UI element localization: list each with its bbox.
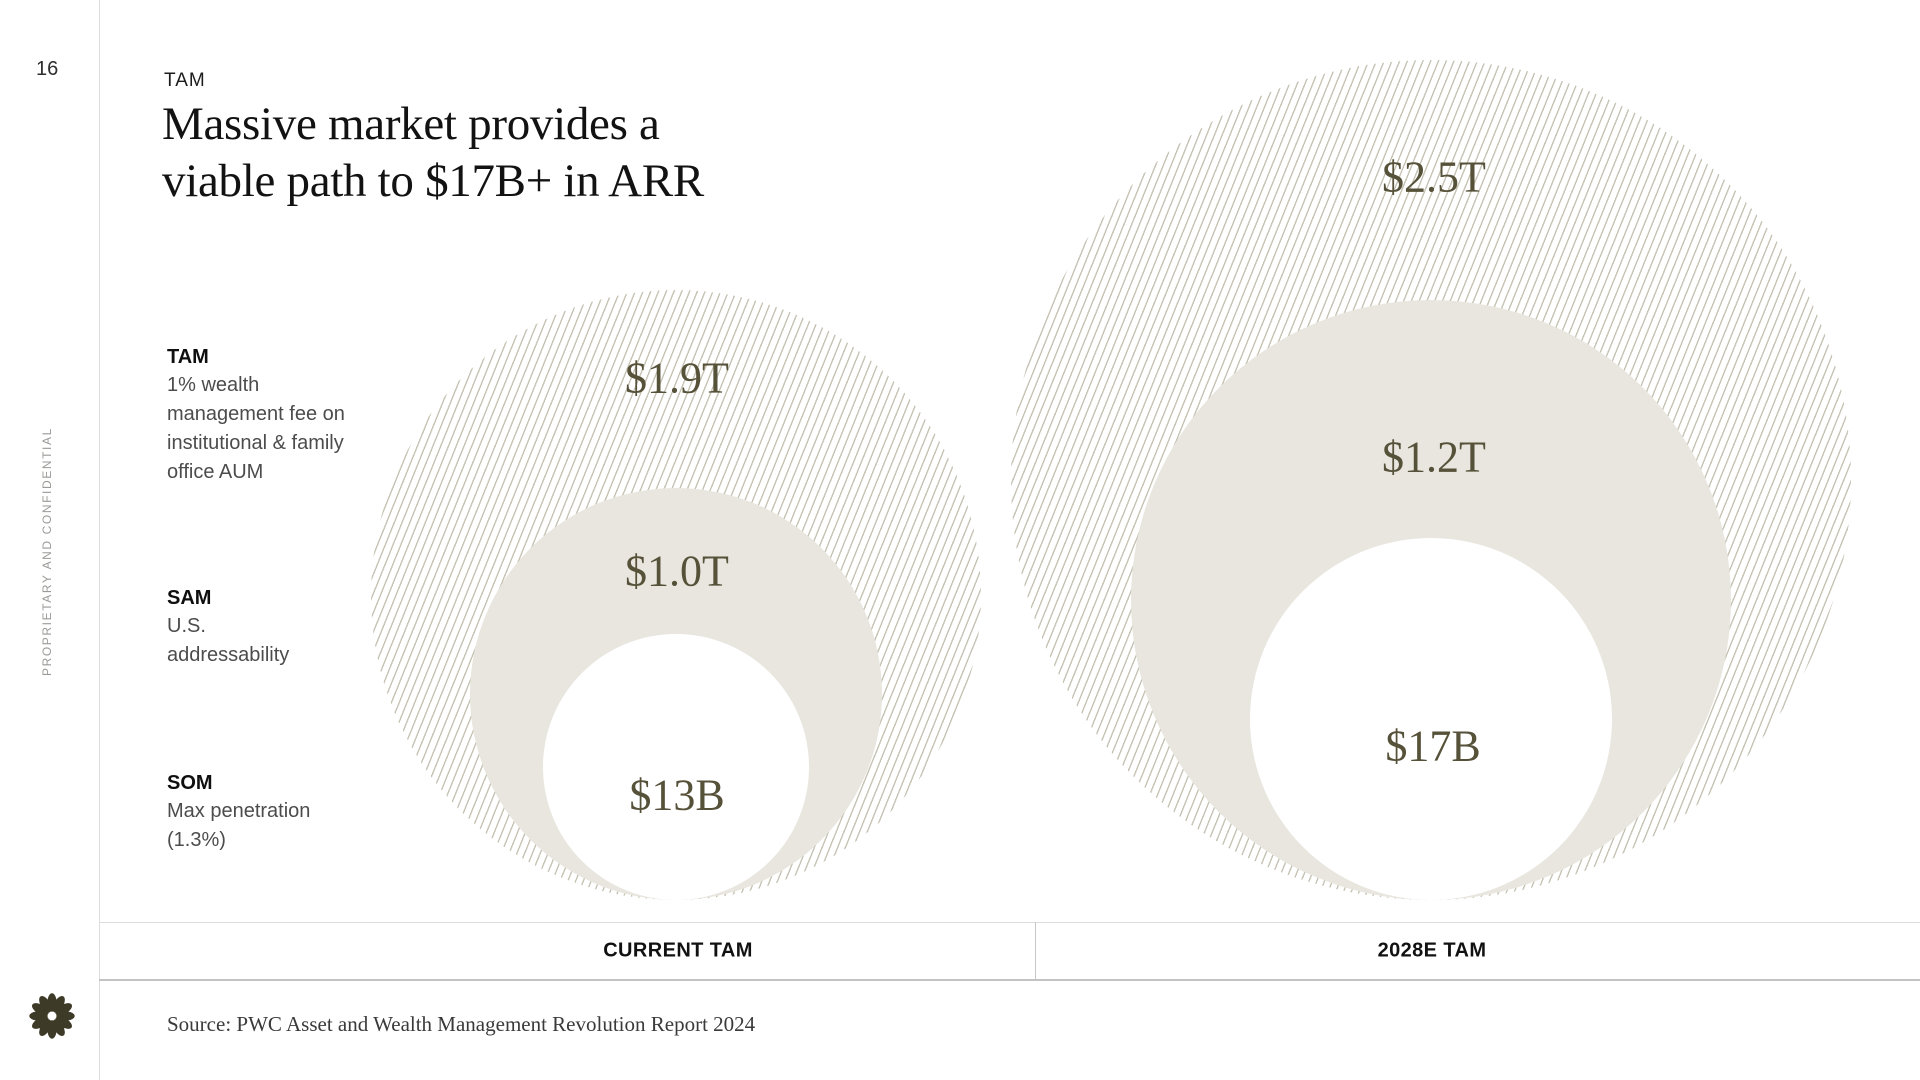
legend-som-desc-line: Max penetration — [167, 800, 311, 822]
flower-logo-icon — [29, 993, 75, 1039]
legend-tam-desc-line: management fee on — [167, 403, 345, 425]
2028-tam-outer-circle — [1011, 60, 1851, 900]
legend-sam: SAM U.S. addressability — [167, 585, 397, 670]
current-som-value: $13B — [629, 770, 725, 820]
legend-som: SOM Max penetration (1.3%) — [167, 770, 397, 855]
legend-tam: TAM 1% wealth management fee on institut… — [167, 344, 397, 487]
legend-sam-desc-line: addressability — [167, 644, 290, 666]
left-vertical-rule — [99, 0, 100, 1080]
current-som-inner-circle — [543, 634, 809, 900]
2028-sam-value: $1.2T — [1382, 432, 1486, 482]
legend-som-label: SOM — [167, 772, 213, 794]
2028-som-inner-circle — [1250, 538, 1612, 900]
confidential-sidebar-text: PROPRIETARY AND CONFIDENTIAL — [40, 427, 54, 676]
legend-som-desc-line: (1.3%) — [167, 829, 226, 851]
slide-title-line1: Massive market provides a — [162, 98, 660, 150]
2028-som-value: $17B — [1385, 721, 1481, 771]
eyebrow-label: TAM — [164, 70, 206, 91]
band-bottom-border — [99, 979, 1920, 981]
column-label-current-tam: CURRENT TAM — [603, 939, 753, 962]
legend-tam-desc-line: office AUM — [167, 461, 264, 483]
source-citation: Source: PWC Asset and Wealth Management … — [167, 1012, 756, 1036]
column-label-2028e-tam: 2028E TAM — [1377, 939, 1487, 962]
legend-sam-desc-line: U.S. — [167, 615, 206, 637]
legend-tam-label: TAM — [167, 346, 209, 368]
2028-tam-value: $2.5T — [1382, 152, 1486, 202]
legend-sam-label: SAM — [167, 587, 212, 609]
page-number: 16 — [36, 58, 59, 80]
slide-title-line2: viable path to $17B+ in ARR — [162, 155, 704, 207]
slide-title: Massive market provides a viable path to… — [162, 96, 922, 210]
legend-tam-desc-line: institutional & family — [167, 432, 344, 454]
legend-tam-desc-line: 1% wealth — [167, 374, 260, 396]
current-sam-value: $1.0T — [625, 546, 729, 596]
band-top-border — [99, 922, 1920, 923]
band-column-divider — [1035, 922, 1036, 979]
current-tam-value: $1.9T — [625, 353, 729, 403]
